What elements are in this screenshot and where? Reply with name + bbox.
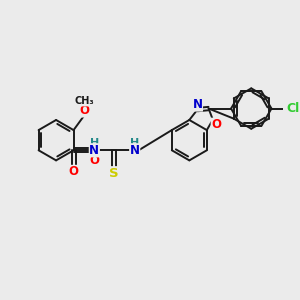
Text: CH₃: CH₃ xyxy=(74,96,94,106)
Text: O: O xyxy=(79,104,89,117)
Text: H: H xyxy=(130,138,139,148)
Text: Cl: Cl xyxy=(286,102,300,115)
Text: N: N xyxy=(89,144,99,157)
Text: O: O xyxy=(69,165,79,178)
Text: O: O xyxy=(89,154,99,166)
Text: N: N xyxy=(130,144,140,157)
Text: H: H xyxy=(90,138,99,148)
Text: N: N xyxy=(192,98,203,111)
Text: O: O xyxy=(211,118,221,131)
Text: S: S xyxy=(109,167,119,180)
